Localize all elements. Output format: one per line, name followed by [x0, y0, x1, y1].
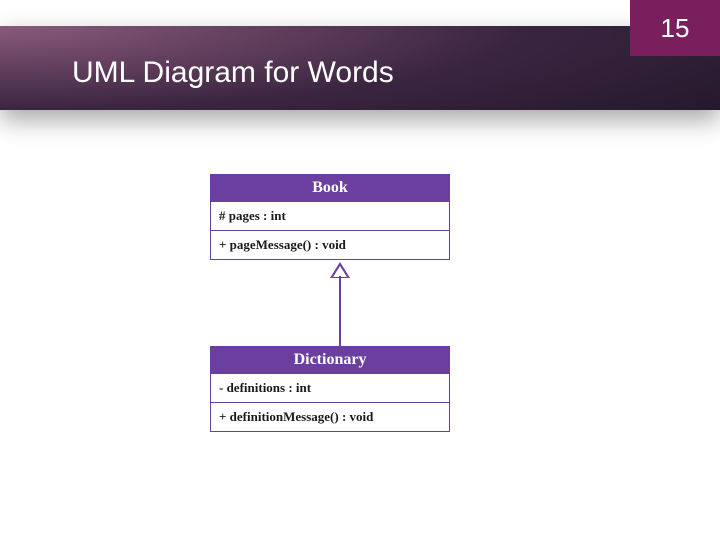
- uml-attribute: - definitions : int: [211, 374, 449, 403]
- uml-method: + definitionMessage() : void: [211, 403, 449, 431]
- uml-method: + pageMessage() : void: [211, 231, 449, 259]
- slide-title: UML Diagram for Words: [72, 56, 394, 90]
- slide-header: 15 UML Diagram for Words: [0, 0, 720, 110]
- uml-attribute: # pages : int: [211, 202, 449, 231]
- uml-class-book: Book # pages : int + pageMessage() : voi…: [210, 174, 450, 260]
- slide-number: 15: [661, 13, 690, 44]
- arrow-shaft: [339, 276, 341, 346]
- uml-class-name: Dictionary: [211, 347, 449, 374]
- uml-class-name: Book: [211, 175, 449, 202]
- uml-class-dictionary: Dictionary - definitions : int + definit…: [210, 346, 450, 432]
- slide-number-badge: 15: [630, 0, 720, 56]
- diagram-canvas: Book # pages : int + pageMessage() : voi…: [0, 110, 720, 540]
- inheritance-arrow: [330, 262, 350, 346]
